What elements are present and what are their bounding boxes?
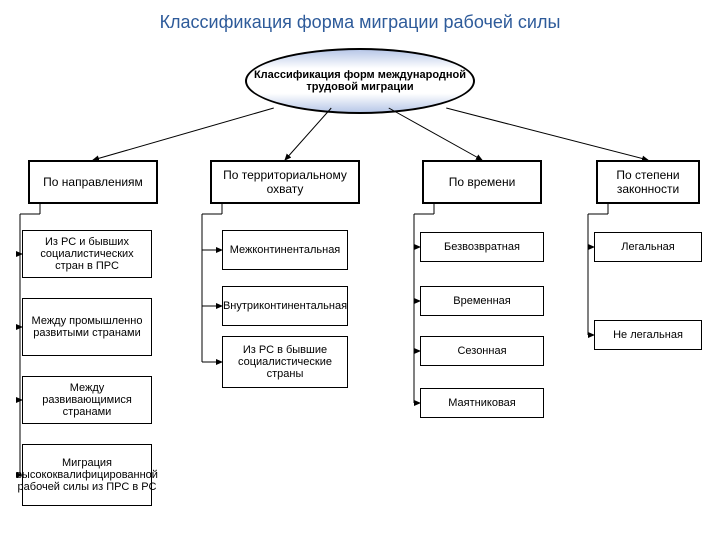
level2-c4-0: Легальная [594,232,702,262]
level1-c4: По степени законности [596,160,700,204]
level1-c3: По времени [422,160,542,204]
level1-c2: По территориальному охвату [210,160,360,204]
diagram-title: Классификация форма миграции рабочей сил… [0,12,720,33]
level2-c1-3: Миграция высококвалифицированной рабочей… [22,444,152,506]
level2-c3-3: Маятниковая [420,388,544,418]
level2-c2-2: Из РС в бывшие социалистические страны [222,336,348,388]
level2-c3-1: Временная [420,286,544,316]
level2-c1-1: Между промышленно развитыми странами [22,298,152,356]
root-node: Классификация форм международной трудово… [245,48,475,114]
level2-c2-1: Внутриконтинентальная [222,286,348,326]
level2-c1-0: Из РС и бывших социалистических стран в … [22,230,152,278]
level2-c3-0: Безвозвратная [420,232,544,262]
level2-c1-2: Между развивающимися странами [22,376,152,424]
level2-c2-0: Межконтинентальная [222,230,348,270]
level2-c4-1: Не легальная [594,320,702,350]
level2-c3-2: Сезонная [420,336,544,366]
level1-c1: По направлениям [28,160,158,204]
